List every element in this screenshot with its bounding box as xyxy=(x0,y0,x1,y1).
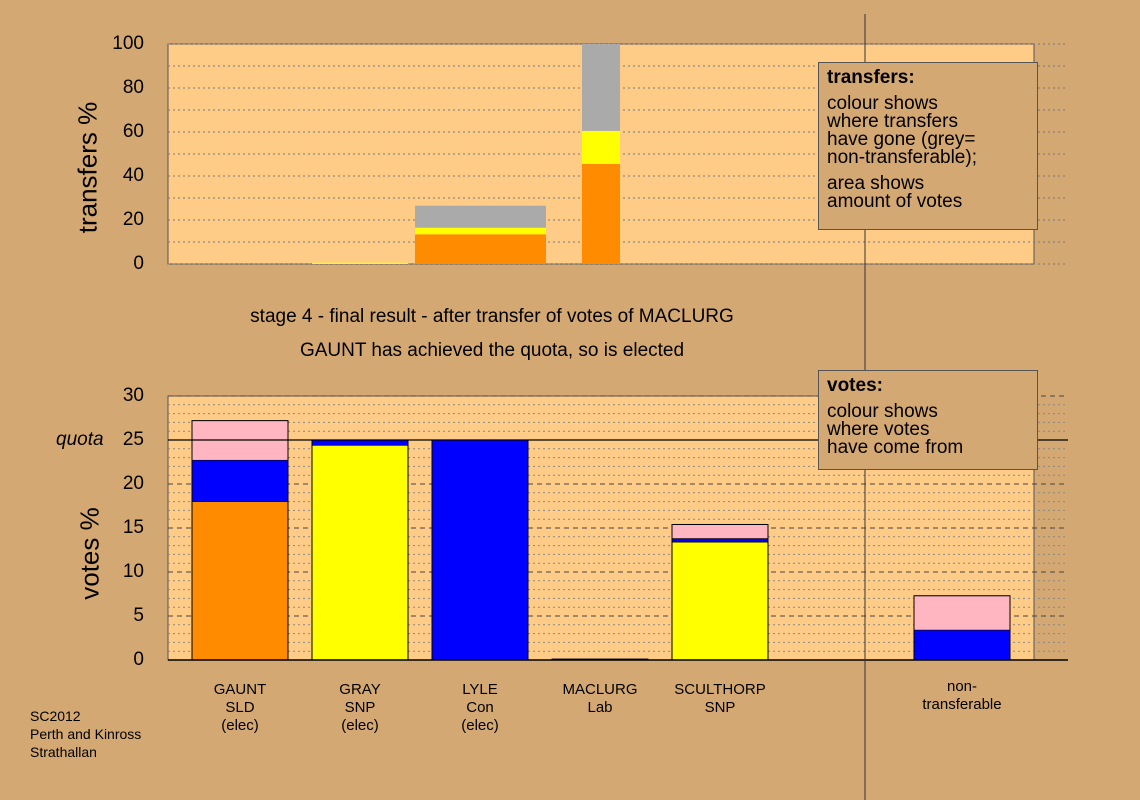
top-bar-segment xyxy=(582,130,620,164)
candidate-label-line: transferable xyxy=(922,696,1002,713)
candidate-label: MACLURG Lab xyxy=(535,681,665,717)
transfers-legend-line: amount of votes xyxy=(827,191,963,212)
quota-label: quota xyxy=(56,429,104,450)
bottom-bar-segment xyxy=(671,524,769,539)
candidate-label-line: SNP xyxy=(344,699,376,716)
top-y-tick-label: 0 xyxy=(133,253,144,274)
top-y-tick-label: 80 xyxy=(122,77,144,98)
candidate-label-line: SNP xyxy=(704,699,736,716)
bottom-y-tick-label: 10 xyxy=(122,561,144,582)
candidate-label-line: Con xyxy=(466,699,494,716)
candidate-label-line: MACLURG xyxy=(562,681,638,698)
top-y-tick-label: 60 xyxy=(122,121,144,142)
footer-line: Strathallan xyxy=(30,744,97,760)
bottom-bar-segment xyxy=(671,538,769,543)
candidate-label-line: (elec) xyxy=(221,717,259,734)
stage-description: stage 4 - final result - after transfer … xyxy=(250,306,734,327)
bottom-bar-segment xyxy=(311,444,409,661)
votes-legend-line: have come from xyxy=(827,437,964,458)
bottom-bar-segment xyxy=(913,595,1011,631)
transfers-legend-line: area shows xyxy=(827,173,925,194)
votes-legend-line: where votes xyxy=(827,419,930,440)
top-y-tick-label: 20 xyxy=(122,209,144,230)
bottom-bar-segment xyxy=(913,629,1011,661)
bottom-y-axis-title: votes % xyxy=(74,507,105,600)
candidate-label-line: SCULTHORP xyxy=(674,681,766,698)
candidate-label: GRAY SNP (elec) xyxy=(295,681,425,735)
bottom-bar-segment xyxy=(191,501,289,661)
bottom-bar-segment xyxy=(191,459,289,502)
candidate-label-line: non- xyxy=(946,678,978,695)
bottom-y-tick-label: 0 xyxy=(133,649,144,670)
top-y-tick-label: 40 xyxy=(122,165,144,186)
bottom-bar-segment xyxy=(431,439,529,661)
top-bar-segment xyxy=(582,44,620,131)
candidate-label-line: LYLE xyxy=(462,681,498,698)
bottom-y-tick-label: 25 xyxy=(122,429,144,450)
transfers-legend-line: colour shows xyxy=(827,93,938,114)
bottom-y-tick-label: 30 xyxy=(122,385,144,406)
transfers-legend: transfers: colour shows where transfers … xyxy=(818,62,1038,230)
candidate-label: non-transferable xyxy=(897,678,1027,714)
stage-result: GAUNT has achieved the quota, so is elec… xyxy=(299,340,685,361)
footer-line: SC2012 xyxy=(30,708,81,724)
votes-legend: votes: colour shows where votes have com… xyxy=(818,370,1038,470)
footer: SC2012 Perth and Kinross Strathallan xyxy=(30,707,141,761)
top-bar-segment xyxy=(312,262,408,264)
transfers-legend-title: transfers: xyxy=(827,67,915,88)
candidate-label: LYLE Con (elec) xyxy=(415,681,545,735)
top-bar-segment xyxy=(415,234,546,264)
candidate-label-line: Lab xyxy=(587,699,613,716)
candidate-label-line: GAUNT xyxy=(213,681,267,698)
votes-legend-title: votes: xyxy=(827,375,883,396)
top-y-tick-label: 100 xyxy=(112,33,144,54)
candidate-label-line: GRAY xyxy=(339,681,381,698)
candidate-label-line: (elec) xyxy=(461,717,499,734)
transfers-legend-line: non-transferable); xyxy=(827,147,977,168)
transfers-legend-line: where transfers xyxy=(827,111,958,132)
footer-line: Perth and Kinross xyxy=(30,726,142,742)
bottom-y-tick-label: 15 xyxy=(122,517,144,538)
transfers-legend-line: have gone (grey= xyxy=(827,129,976,150)
top-bar-segment xyxy=(415,205,546,228)
candidate-label: SCULTHORP SNP xyxy=(655,681,785,717)
bottom-bar-segment xyxy=(311,439,409,446)
candidate-label: GAUNT SLD (elec) xyxy=(175,681,305,735)
bottom-bar-segment xyxy=(671,541,769,661)
bottom-y-tick-label: 5 xyxy=(133,605,144,626)
top-bar-segment xyxy=(582,163,620,264)
votes-legend-line: colour shows xyxy=(827,401,938,422)
bottom-y-tick-label: 20 xyxy=(122,473,144,494)
candidate-label-line: SLD xyxy=(225,699,255,716)
top-bar-segment xyxy=(415,227,546,235)
candidate-label-line: (elec) xyxy=(341,717,379,734)
